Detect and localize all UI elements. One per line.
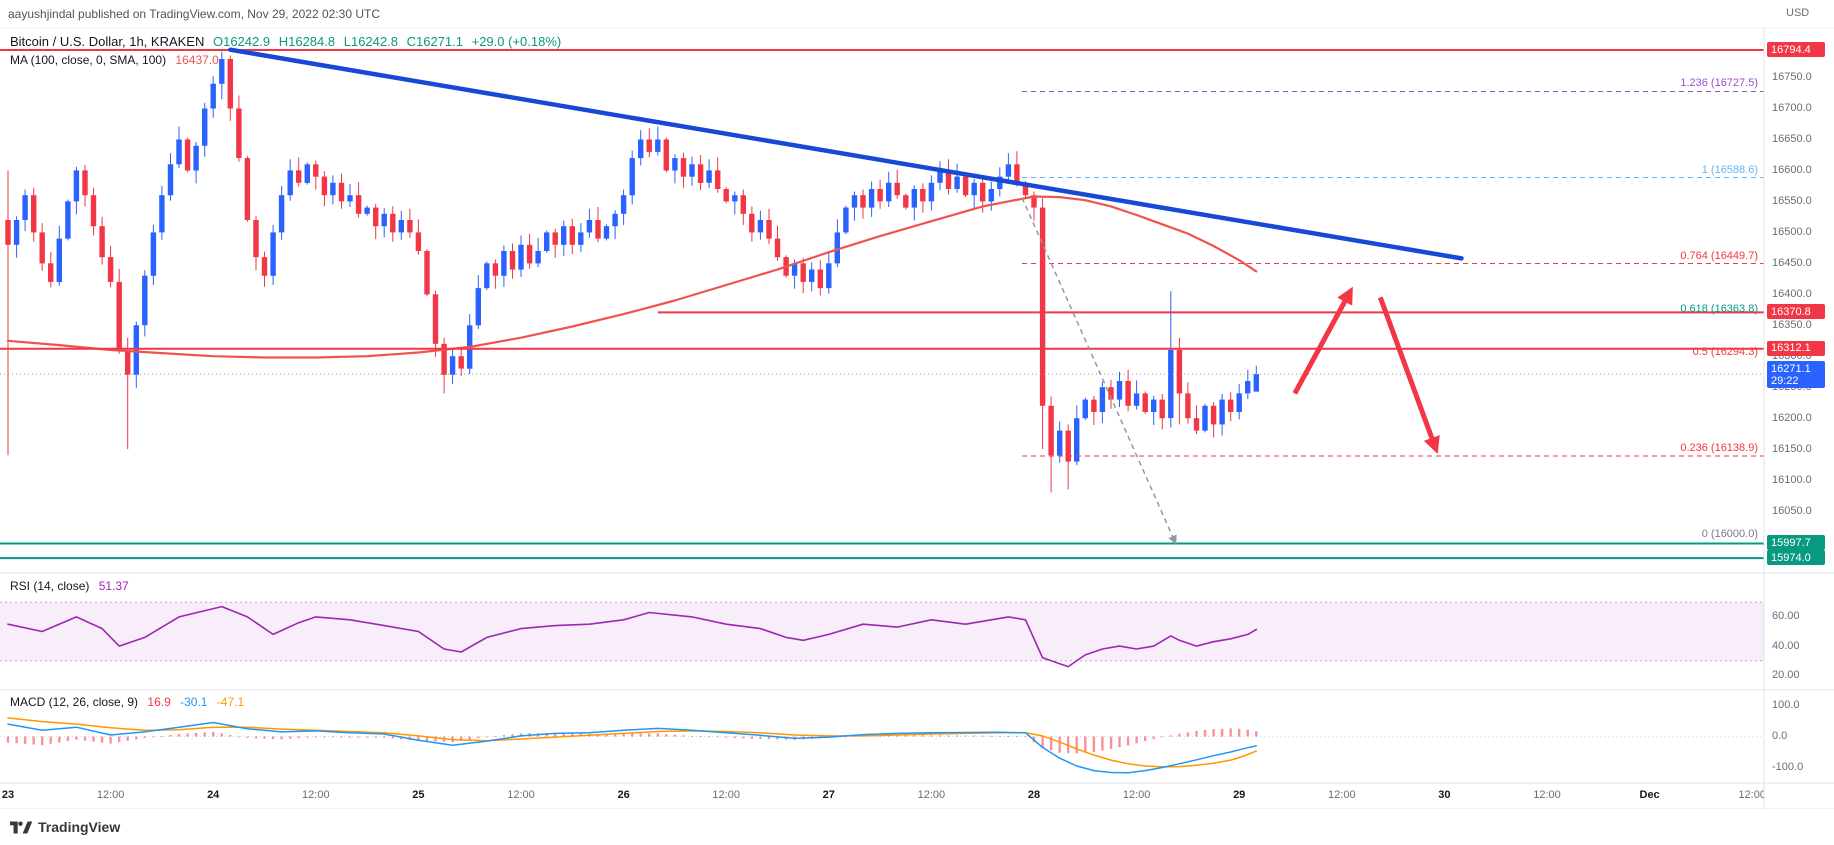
time-label: 23 [1,789,15,801]
fib-level-label: 1.236 (16727.5) [1680,77,1758,90]
rsi-tick-label: 60.00 [1772,610,1800,623]
attribution-text: aayushjindal published on TradingView.co… [8,7,381,21]
price-tick-label: 16400.0 [1772,287,1812,300]
price-tick-label: 16650.0 [1772,132,1812,145]
time-label: 12:00 [712,789,740,801]
fib-level-label: 0.236 (16138.9) [1680,442,1758,454]
price-tag: 15974.0 [1767,550,1825,566]
time-label: 25 [412,789,425,801]
time-label: 30 [1438,789,1451,801]
rsi-tick-label: 40.00 [1772,639,1800,652]
candlestick-series [5,51,1259,493]
fib-level-label: 0.764 (16449.7) [1680,249,1758,262]
rsi-line [7,605,1258,668]
price-tick-label: 16350.0 [1772,318,1812,331]
red-arrow-down[interactable] [1377,296,1440,454]
macd-tick-label: -100.0 [1772,761,1804,773]
price-tick-label: 16450.0 [1772,256,1812,269]
time-label: Dec [1639,789,1660,801]
price-tag: 16312.1 [1767,340,1825,356]
price-tick-label: 16500.0 [1772,225,1812,238]
price-tick-label: 16600.0 [1772,163,1812,176]
fib-level-label: 0 (16000.0) [1701,528,1758,541]
price-tick-label: 16100.0 [1772,473,1812,486]
attribution-bar: aayushjindal published on TradingView.co… [0,0,1834,28]
macd-tick-label: 0.0 [1772,730,1788,742]
fib-level-label: 1 (16588.6) [1701,163,1758,176]
price-tick-label: 16050.0 [1772,504,1812,517]
price-tick-label: 16550.0 [1772,194,1812,207]
price-axis[interactable]: 16750.0 16700.0 16650.0 16600.0 16550.0 16500… [1765,28,1834,809]
macd-histogram [6,728,1258,754]
price-tag: 15997.7 [1767,535,1825,551]
time-label: 12:00 [1122,789,1151,801]
time-label: 28 [1027,789,1041,801]
price-tag: 16370.8 [1767,304,1825,320]
time-axis[interactable]: 23 12:00 24 12:00 25 12:00 26 12:00 27 12:00 28 12:… [0,783,1764,809]
time-label: 12:00 [917,789,946,801]
fib-retracement-lines [1022,91,1764,457]
price-tick-label: 16150.0 [1772,442,1812,455]
tradingview-logo[interactable]: TradingView [10,819,120,835]
time-label: 12:00 [1328,789,1356,801]
red-arrow-up[interactable] [1292,286,1353,395]
time-label: 29 [1233,789,1246,801]
time-label: 12:00 [507,789,535,801]
rsi-band [0,601,1764,662]
tradingview-logo-icon [10,820,32,834]
time-label: 26 [617,789,630,801]
support-resistance-lines [0,49,1764,560]
macd-tick-label: 100.0 [1772,699,1800,711]
price-tag: 16271.1 29:22 [1767,361,1825,389]
macd-line [7,721,1258,774]
time-label: 12:00 [1738,789,1764,801]
price-tick-label: 16750.0 [1772,71,1812,84]
price-tag: 16794.4 [1767,42,1825,58]
time-label: 12:00 [1533,789,1561,801]
ma-100-line [6,195,1258,359]
currency-label: USD [1786,7,1810,19]
time-label: 12:00 [302,789,330,801]
fib-level-label: 0.5 (16294.3) [1692,345,1758,358]
fib-level-label: 0.618 (16363.8) [1680,302,1758,315]
trendline[interactable] [228,47,1464,261]
time-label: 27 [822,789,835,801]
rsi-tick-label: 20.00 [1772,668,1800,681]
price-tick-label: 16700.0 [1772,102,1812,114]
time-label: 12:00 [96,789,125,801]
footer: TradingView [0,809,1834,845]
time-label: 24 [207,789,220,801]
macd-signal-line [7,717,1258,768]
tradingview-brand: TradingView [38,819,121,835]
price-tick-label: 16200.0 [1772,411,1812,424]
